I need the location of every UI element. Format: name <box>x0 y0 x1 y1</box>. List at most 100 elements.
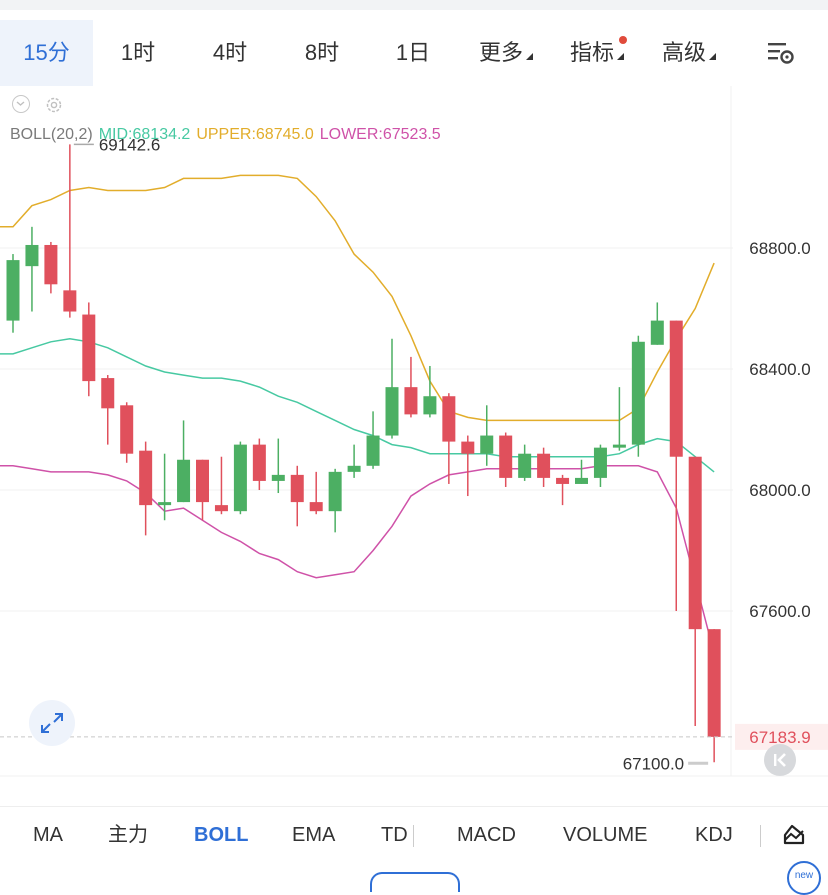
tab-8h[interactable]: 8时 <box>282 20 362 86</box>
indicator-tab-boll[interactable]: BOLL <box>194 824 249 846</box>
y-tick-label: 68400.0 <box>749 360 810 379</box>
y-tick-label: 67600.0 <box>749 602 810 621</box>
candle-body <box>707 629 721 737</box>
top-strip <box>0 0 828 10</box>
high-price-label: 69142.6 <box>99 135 160 154</box>
candle-body <box>158 502 172 506</box>
tab-label: 4时 <box>212 40 248 65</box>
tab-label: 指标 <box>569 40 614 65</box>
candle-body <box>82 314 96 382</box>
tab-divider <box>413 825 414 847</box>
candle-body <box>233 444 247 512</box>
candle-body <box>214 505 228 512</box>
gear-icon[interactable] <box>44 95 64 115</box>
candle-body <box>309 502 323 512</box>
tab-1d[interactable]: 1日 <box>373 20 453 86</box>
candle-body <box>347 465 361 472</box>
candle-body <box>196 459 209 503</box>
tab-divider <box>760 825 761 847</box>
tab-1h[interactable]: 1时 <box>98 20 178 86</box>
drawing-tool-icon[interactable] <box>780 821 808 849</box>
candle-body <box>461 441 475 454</box>
indicator-tab-td[interactable]: TD <box>381 824 407 846</box>
expand-button[interactable] <box>29 700 75 746</box>
boll-lower-line <box>0 465 715 654</box>
new-badge: new <box>787 861 821 895</box>
bottom-action-pill[interactable] <box>370 872 460 892</box>
candle-body <box>385 387 399 436</box>
candle-body <box>575 477 588 484</box>
indicator-tab-macd[interactable]: MACD <box>457 824 516 846</box>
candle-body <box>669 320 683 457</box>
legend-lower: LOWER:67523.5 <box>319 126 441 143</box>
candle-body <box>404 387 418 415</box>
y-axis: 68800.0 68400.0 68000.0 67600.0 <box>749 239 810 621</box>
tab-more[interactable]: 更多 <box>466 20 546 86</box>
indicator-tab-main-force[interactable]: 主力 <box>108 824 148 846</box>
candle-body <box>499 435 513 478</box>
candle-body <box>423 396 437 415</box>
candle-body <box>44 244 58 285</box>
candle-body <box>25 244 39 267</box>
tab-indicators[interactable]: 指标 <box>557 20 637 86</box>
chart-grid <box>0 86 828 777</box>
tab-label: 1时 <box>120 40 156 65</box>
candle-body <box>480 435 494 454</box>
current-price-label: 67183.9 <box>749 728 810 747</box>
chart-settings-icon[interactable] <box>762 38 798 68</box>
candle-body <box>612 444 626 448</box>
eye-icon[interactable] <box>12 95 30 113</box>
back-to-latest-button[interactable] <box>764 744 796 776</box>
candle-body <box>177 459 191 503</box>
y-tick-label: 68800.0 <box>749 239 810 258</box>
tab-label: 1日 <box>395 40 431 65</box>
tab-4h[interactable]: 4时 <box>190 20 270 86</box>
indicator-tabs: MA 主力 BOLL EMA TD MACD VOLUME KDJ <box>0 806 828 863</box>
dropdown-triangle-icon <box>617 53 624 60</box>
candle-body <box>328 471 342 512</box>
candle-body <box>6 260 20 321</box>
candles <box>6 144 721 763</box>
candle-body <box>101 378 115 409</box>
low-price-label: 67100.0 <box>623 754 684 773</box>
candle-body <box>63 290 77 312</box>
candle-body <box>366 435 380 466</box>
indicator-tab-kdj[interactable]: KDJ <box>695 824 733 846</box>
expand-icon <box>41 713 63 733</box>
tab-label: 8时 <box>304 40 340 65</box>
legend-mid: MID:68134.2 <box>98 126 191 143</box>
chart-annotations: 69142.6 67100.0 67183.9 <box>0 135 828 773</box>
candle-body <box>442 396 456 442</box>
tab-label: 15分 <box>23 40 70 65</box>
indicator-tab-volume[interactable]: VOLUME <box>563 824 648 846</box>
candle-body <box>271 474 285 481</box>
tab-label: 更多 <box>478 40 523 65</box>
notification-dot <box>619 36 627 44</box>
candle-body <box>537 453 551 478</box>
dropdown-triangle-icon <box>709 53 716 60</box>
tab-label: 高级 <box>661 40 706 65</box>
tab-advanced[interactable]: 高级 <box>649 20 729 86</box>
back-to-latest-icon <box>774 753 786 767</box>
indicator-tab-ema[interactable]: EMA <box>292 824 336 846</box>
candle-body <box>593 447 607 478</box>
boll-legend: BOLL(20,2) MID:68134.2 UPPER:68745.0 LOWER:… <box>10 126 447 144</box>
candle-body <box>518 453 532 478</box>
legend-upper: UPPER:68745.0 <box>196 126 314 143</box>
candle-body <box>290 474 304 503</box>
y-tick-label: 68000.0 <box>749 481 810 500</box>
candle-body <box>650 320 664 345</box>
tab-15m[interactable]: 15分 <box>0 20 93 86</box>
candle-body <box>556 477 570 484</box>
legend-name: BOLL(20,2) <box>10 126 93 143</box>
candlestick-chart[interactable]: 69142.6 67100.0 67183.9 68800.0 68400.0 6800… <box>0 86 828 780</box>
candle-body <box>139 450 153 506</box>
candle-body <box>631 341 645 445</box>
indicator-tab-ma[interactable]: MA <box>33 824 63 846</box>
dropdown-triangle-icon <box>526 53 533 60</box>
boll-upper-line <box>0 174 715 422</box>
candle-body <box>688 456 702 630</box>
candle-body <box>252 444 266 481</box>
candle-body <box>120 405 134 454</box>
timeframe-tabs: 15分 1时 4时 8时 1日 更多 指标 高级 <box>0 20 828 86</box>
